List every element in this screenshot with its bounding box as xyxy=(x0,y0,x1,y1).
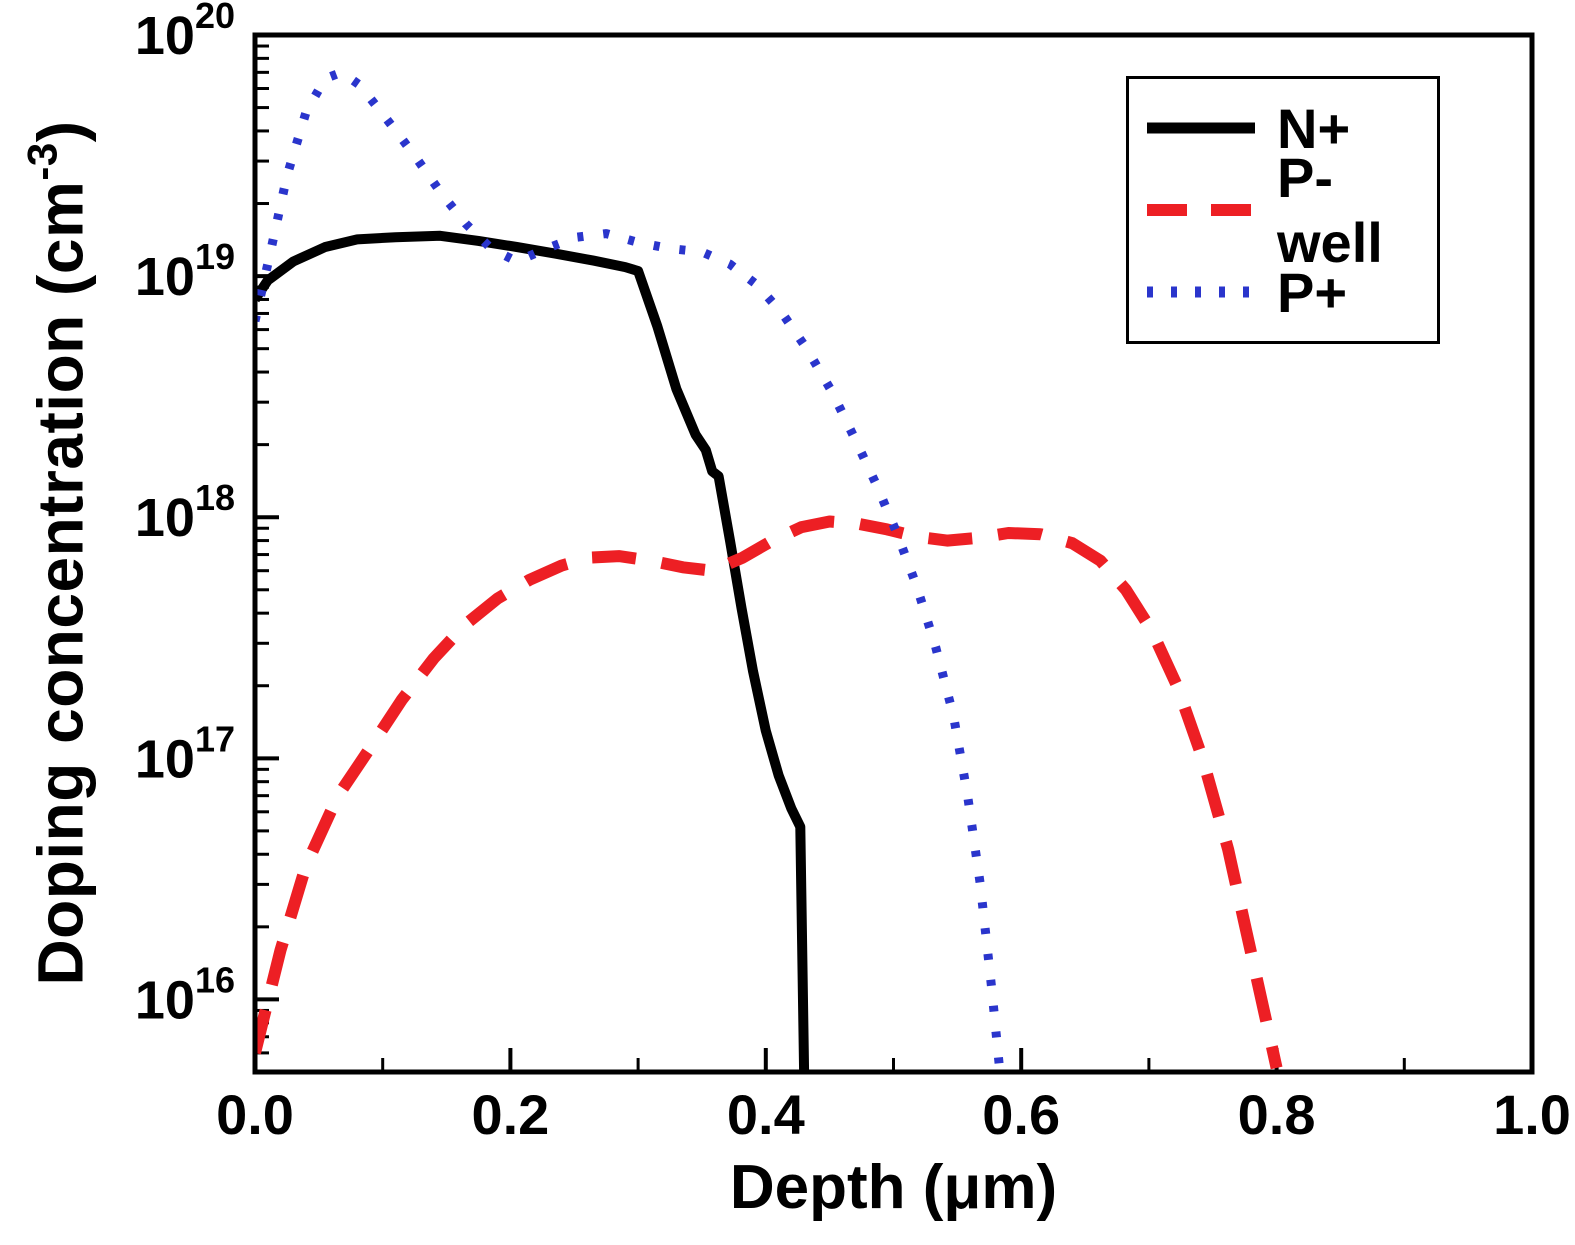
x-tick-label: 0.4 xyxy=(727,1083,805,1146)
x-tick-label: 0.0 xyxy=(216,1083,294,1146)
x-axis-title: Depth (μm) xyxy=(729,1153,1058,1222)
legend-label-p-plus: P+ xyxy=(1277,260,1348,324)
y-tick-label: 1016 xyxy=(135,959,235,1030)
y-axis-title: Doping concentration (cm-3) xyxy=(19,120,98,985)
x-tick-label: 0.6 xyxy=(982,1083,1060,1146)
y-tick-label: 1018 xyxy=(135,477,235,548)
legend-label-p-well: P-well xyxy=(1277,146,1383,274)
legend-line-icon-p-well xyxy=(1147,204,1255,216)
x-tick-label: 1.0 xyxy=(1493,1083,1571,1146)
plot-frame xyxy=(252,32,1535,1075)
x-tick-label: 0.2 xyxy=(471,1083,549,1146)
legend-item-p-well: P-well xyxy=(1129,146,1437,274)
y-tick-label: 1019 xyxy=(135,236,235,307)
legend-line-icon-p-plus xyxy=(1147,286,1255,298)
y-tick-label: 1020 xyxy=(135,0,235,66)
series-line-2 xyxy=(255,67,1004,1069)
y-axis-title-superscript: -3 xyxy=(18,142,66,181)
legend-label-n-plus: N+ xyxy=(1277,96,1351,160)
series-line-0 xyxy=(255,230,810,1072)
y-axis-title-text: Doping concentration (cm xyxy=(24,180,97,986)
x-tick-label: 0.8 xyxy=(1238,1083,1316,1146)
y-tick-label: 1017 xyxy=(135,718,235,789)
legend-line-icon-n-plus xyxy=(1147,122,1255,134)
series-line-1 xyxy=(255,515,1283,1070)
y-axis-title-close: ) xyxy=(24,120,97,143)
legend: N+ P-well P+ xyxy=(1126,76,1440,344)
legend-item-n-plus: N+ xyxy=(1129,87,1437,169)
legend-item-p-plus: P+ xyxy=(1129,251,1437,333)
